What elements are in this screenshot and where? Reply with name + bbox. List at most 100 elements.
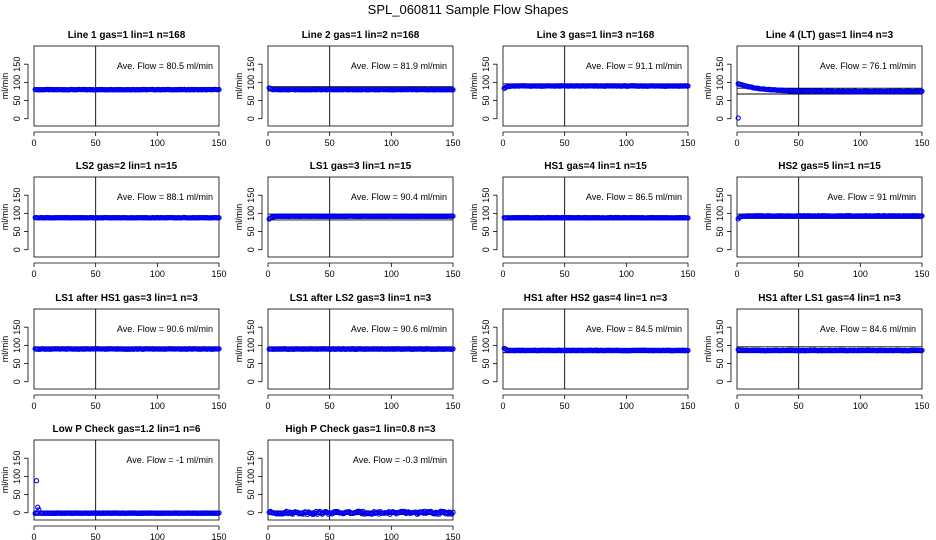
y-tick-label: 0 bbox=[246, 116, 256, 121]
x-tick-label: 50 bbox=[91, 401, 101, 411]
average-flow-annotation: Ave. Flow = -0.3 ml/min bbox=[353, 455, 447, 465]
panel-title: HS1 after LS1 gas=4 lin=1 n=3 bbox=[758, 293, 901, 304]
x-tick-label: 100 bbox=[150, 269, 165, 279]
x-tick-label: 0 bbox=[500, 138, 505, 148]
y-tick-label: 50 bbox=[12, 490, 22, 500]
x-tick-label: 150 bbox=[680, 269, 695, 279]
y-tick-label: 50 bbox=[481, 227, 491, 237]
data-points bbox=[266, 508, 456, 517]
x-tick-label: 150 bbox=[445, 269, 460, 279]
x-tick-label: 0 bbox=[265, 269, 270, 279]
data-points bbox=[501, 214, 691, 221]
y-tick-label: 100 bbox=[715, 75, 725, 90]
panel-title: LS1 after HS1 gas=3 lin=1 n=3 bbox=[55, 293, 198, 304]
figure-title: SPL_060811 Sample Flow Shapes bbox=[368, 2, 569, 17]
y-axis-label: ml/min bbox=[0, 336, 10, 363]
x-tick-label: 100 bbox=[853, 401, 868, 411]
x-tick-label: 150 bbox=[211, 269, 226, 279]
data-point bbox=[450, 346, 456, 352]
panel-6: LS1 gas=3 lin=1 n=150 50 100 150050100150ml… bbox=[234, 161, 461, 279]
y-axis-label: ml/min bbox=[0, 73, 10, 100]
data-point bbox=[216, 510, 222, 516]
data-point bbox=[35, 504, 41, 510]
data-points bbox=[735, 346, 925, 354]
average-flow-annotation: Ave. Flow = 88.1 ml/min bbox=[117, 192, 213, 202]
x-tick-label: 150 bbox=[211, 138, 226, 148]
x-tick-label: 150 bbox=[445, 532, 460, 540]
x-tick-label: 150 bbox=[211, 532, 226, 540]
y-tick-label: 100 bbox=[715, 206, 725, 221]
data-points bbox=[32, 346, 222, 352]
panel-2: Line 2 gas=1 lin=2 n=168 0 50 100 150 0 50 100 1… bbox=[234, 30, 461, 148]
x-tick-label: 0 bbox=[265, 138, 270, 148]
panel-1: Line 1 gas=1 lin=1 n=168 0 50 100 150 0 50 100 1… bbox=[0, 30, 227, 148]
y-tick-label: 150 bbox=[246, 320, 256, 335]
y-axis-label: ml/min bbox=[469, 336, 479, 363]
y-tick-label: 50 bbox=[481, 359, 491, 369]
average-flow-annotation: Ave. Flow = 90.6 ml/min bbox=[351, 324, 447, 334]
y-tick-label: 150 bbox=[246, 451, 256, 466]
data-points bbox=[735, 213, 925, 222]
average-flow-annotation: Ave. Flow = 90.6 ml/min bbox=[117, 324, 213, 334]
x-tick-label: 0 bbox=[31, 269, 36, 279]
average-flow-annotation: Ave. Flow = -1 ml/min bbox=[126, 455, 213, 465]
panel-title: LS1 gas=3 lin=1 n=15 bbox=[310, 161, 412, 172]
y-tick-label: 50 bbox=[481, 96, 491, 106]
x-tick-label: 0 bbox=[734, 269, 739, 279]
panel-title: Low P Check gas=1.2 lin=1 n=6 bbox=[53, 424, 201, 435]
data-point bbox=[216, 346, 222, 352]
x-tick-label: 100 bbox=[853, 138, 868, 148]
x-tick-label: 0 bbox=[31, 401, 36, 411]
data-points bbox=[266, 85, 456, 93]
y-tick-label: 150 bbox=[12, 57, 22, 72]
x-tick-label: 150 bbox=[914, 269, 929, 279]
panel-title: Line 4 (LT) gas=1 lin=4 n=3 bbox=[766, 30, 894, 41]
x-tick-label: 100 bbox=[853, 269, 868, 279]
panel-11: HS1 after HS2 gas=4 lin=1 n=3 0 50 100 150 0 5… bbox=[469, 293, 696, 411]
panel-title: LS1 after LS2 gas=3 lin=1 n=3 bbox=[290, 293, 432, 304]
y-tick-label: 100 bbox=[481, 75, 491, 90]
average-flow-annotation: Ave. Flow = 80.5 ml/min bbox=[117, 61, 213, 71]
panel-4: Line 4 (LT) gas=1 lin=4 n=3 0 50 100 150 0 50 1… bbox=[703, 30, 930, 148]
y-tick-label: 150 bbox=[715, 188, 725, 203]
x-tick-label: 0 bbox=[734, 401, 739, 411]
plot-frame bbox=[736, 45, 923, 127]
y-tick-label: 0 bbox=[12, 510, 22, 515]
x-tick-label: 100 bbox=[619, 269, 634, 279]
plot-frame bbox=[267, 439, 454, 521]
y-tick-label: 0 bbox=[715, 379, 725, 384]
plot-frame bbox=[267, 45, 454, 127]
y-tick-label: 150 bbox=[715, 57, 725, 72]
panel-3: Line 3 gas=1 lin=3 n=168 0 50 100 150 0 50 100 1… bbox=[469, 30, 696, 148]
x-tick-label: 150 bbox=[445, 138, 460, 148]
data-point bbox=[450, 509, 456, 515]
x-tick-label: 50 bbox=[325, 138, 335, 148]
y-tick-label: 0 bbox=[12, 247, 22, 252]
x-tick-label: 150 bbox=[211, 401, 226, 411]
x-tick-label: 50 bbox=[91, 138, 101, 148]
y-tick-label: 150 bbox=[12, 188, 22, 203]
average-flow-annotation: Ave. Flow = 91.1 ml/min bbox=[586, 61, 682, 71]
x-tick-label: 100 bbox=[384, 269, 399, 279]
y-axis-label: ml/min bbox=[703, 204, 713, 231]
data-point bbox=[216, 215, 222, 221]
data-point bbox=[450, 87, 456, 93]
y-tick-label: 50 bbox=[12, 359, 22, 369]
data-points bbox=[32, 86, 222, 93]
y-tick-label: 150 bbox=[246, 188, 256, 203]
y-tick-label: 100 bbox=[246, 206, 256, 221]
x-tick-label: 0 bbox=[500, 269, 505, 279]
data-point bbox=[685, 347, 691, 354]
data-points bbox=[32, 478, 222, 516]
y-tick-label: 100 bbox=[12, 75, 22, 90]
y-tick-label: 150 bbox=[481, 188, 491, 203]
y-tick-label: 100 bbox=[12, 206, 22, 221]
y-tick-label: 150 bbox=[12, 320, 22, 335]
x-tick-label: 50 bbox=[794, 269, 804, 279]
data-points bbox=[735, 81, 925, 121]
average-flow-annotation: Ave. Flow = 76.1 ml/min bbox=[820, 61, 916, 71]
x-tick-label: 100 bbox=[150, 532, 165, 540]
y-tick-label: 50 bbox=[246, 96, 256, 106]
data-point bbox=[735, 115, 741, 121]
